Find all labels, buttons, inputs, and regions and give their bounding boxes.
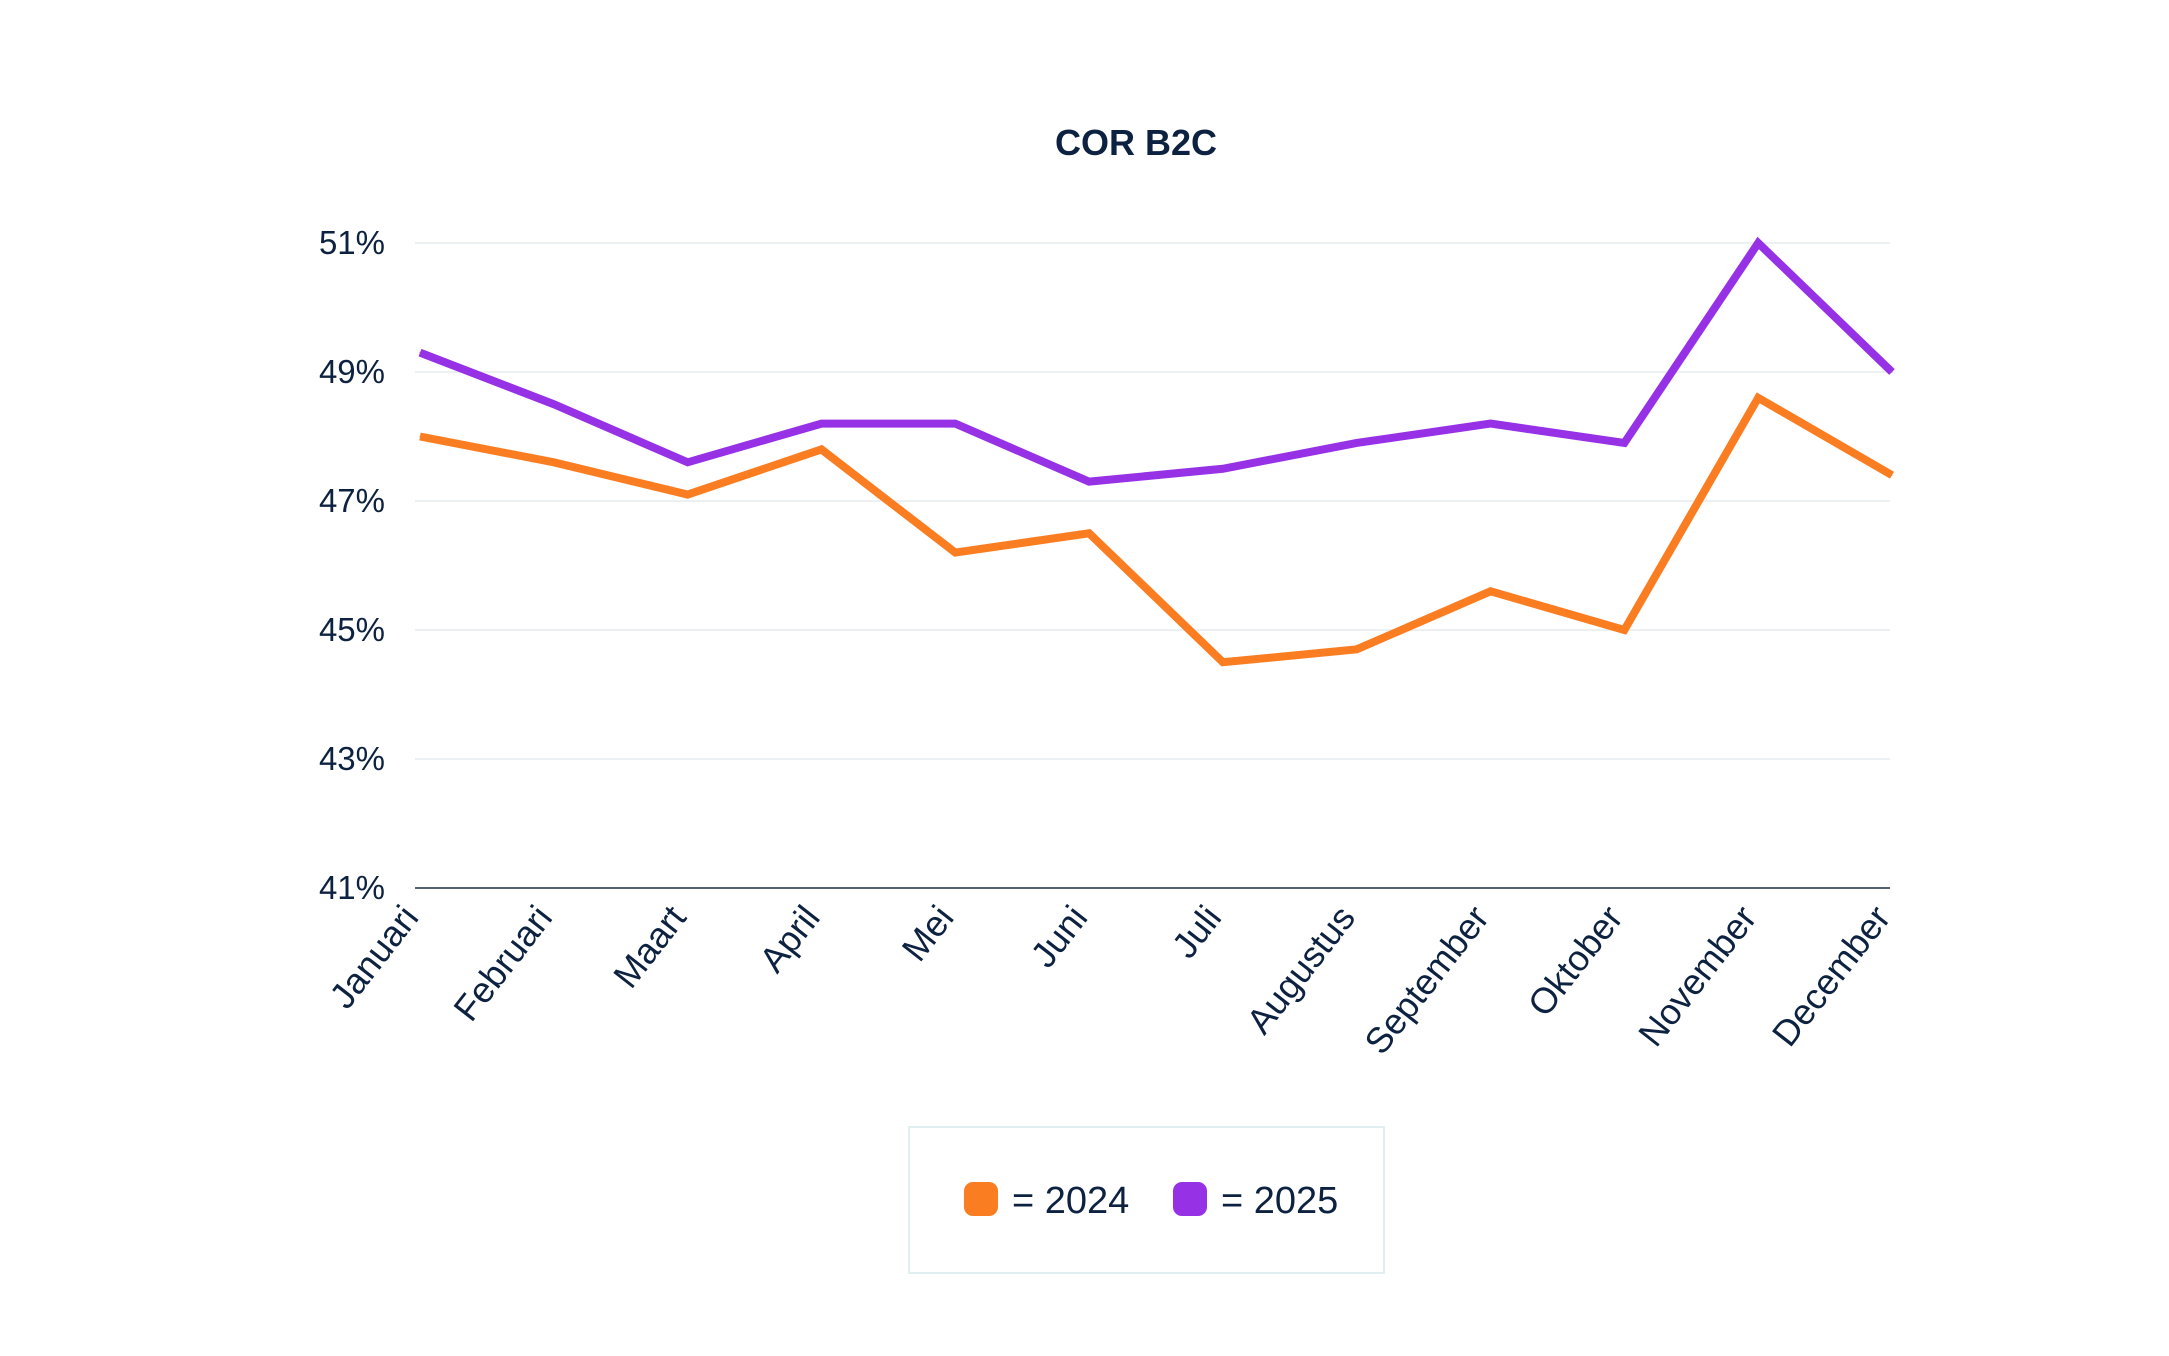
data-point-2025 — [1891, 371, 1893, 373]
x-tick-label: Maart — [605, 898, 694, 996]
x-tick-label: September — [1356, 898, 1497, 1062]
data-point-2024 — [1623, 629, 1625, 631]
y-tick-label: 51% — [319, 224, 385, 261]
legend: = 2024 = 2025 — [908, 1126, 1385, 1274]
data-point-2025 — [820, 423, 822, 425]
data-point-2025 — [1222, 468, 1224, 470]
data-point-2024 — [1891, 474, 1893, 476]
data-point-2024 — [1490, 590, 1492, 592]
y-tick-label: 49% — [319, 353, 385, 390]
data-point-2024 — [553, 461, 555, 463]
x-tick-label: April — [751, 898, 828, 980]
data-point-2024 — [687, 494, 689, 496]
data-point-2025 — [1490, 423, 1492, 425]
data-point-2024 — [820, 448, 822, 450]
series-line-2024 — [419, 392, 1895, 667]
data-point-2025 — [1088, 481, 1090, 483]
x-tick-label: Januari — [321, 898, 426, 1016]
data-point-2024 — [1088, 532, 1090, 534]
legend-label-2025: = 2025 — [1221, 1180, 1338, 1222]
data-point-2025 — [419, 352, 421, 354]
y-tick-label: 47% — [319, 482, 385, 519]
x-tick-label: December — [1764, 898, 1899, 1054]
x-tick-label: Augustus — [1238, 898, 1363, 1042]
legend-label-2024: = 2024 — [1012, 1180, 1129, 1222]
legend-swatch-2025 — [1173, 1182, 1207, 1216]
x-tick-label: November — [1630, 898, 1765, 1054]
data-point-2025 — [1757, 242, 1759, 244]
x-tick-label: Juli — [1164, 898, 1230, 966]
x-tick-label: Juni — [1022, 898, 1095, 975]
data-point-2024 — [1356, 648, 1358, 650]
gridlines — [415, 242, 1890, 760]
series-lines — [418, 236, 1895, 667]
y-tick-label: 45% — [319, 611, 385, 648]
data-point-2024 — [1757, 397, 1759, 399]
y-tick-label: 41% — [319, 869, 385, 906]
series-line-2025 — [418, 236, 1895, 486]
data-point-2024 — [1222, 661, 1224, 663]
x-tick-label: Februari — [445, 898, 560, 1029]
data-point-2025 — [1356, 442, 1358, 444]
legend-swatch-2024 — [964, 1182, 998, 1216]
y-tick-label: 43% — [319, 740, 385, 777]
data-point-2025 — [1623, 442, 1625, 444]
chart-title: COR B2C — [1055, 122, 1217, 163]
data-point-2024 — [419, 436, 421, 437]
data-point-2025 — [553, 403, 555, 405]
y-axis-ticks: 41% 43% 45% 47% 49% 51% — [319, 224, 385, 906]
x-tick-label: Mei — [894, 898, 962, 969]
x-tick-label: Oktober — [1520, 898, 1631, 1024]
data-point-2025 — [687, 461, 689, 463]
x-axis-ticks: Januari Februari Maart April Mei Juni Juli Augu… — [321, 898, 1898, 1062]
data-point-2025 — [954, 423, 956, 425]
data-point-2024 — [954, 552, 956, 554]
